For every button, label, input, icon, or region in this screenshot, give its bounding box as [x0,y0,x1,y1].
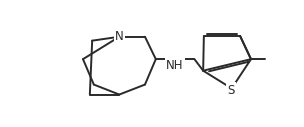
Text: N: N [115,30,124,43]
Text: NH: NH [166,59,183,72]
Text: S: S [227,84,235,97]
